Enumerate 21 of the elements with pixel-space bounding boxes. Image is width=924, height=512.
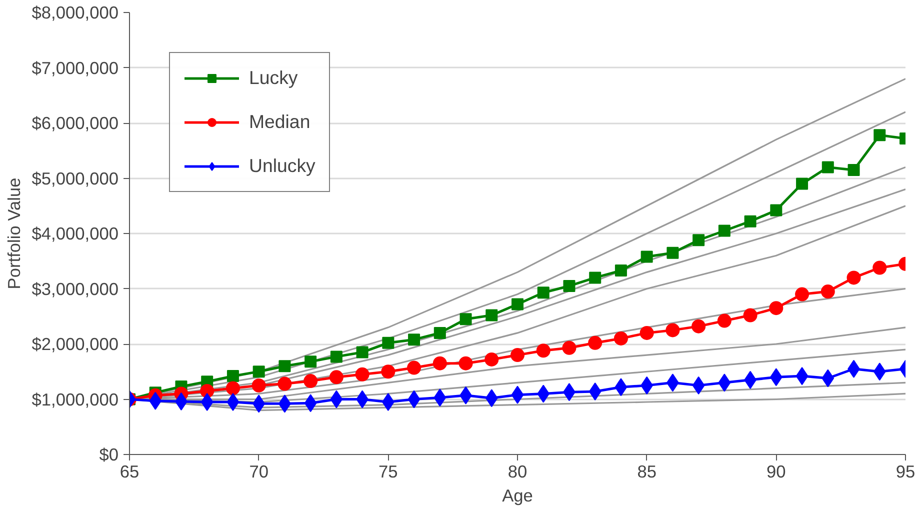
y-tick-label: $5,000,000 [32, 168, 119, 188]
x-tick-label: 80 [508, 462, 528, 482]
x-tick-label: 85 [637, 462, 656, 482]
x-tick-label: 95 [896, 462, 916, 482]
y-tick-label: $2,000,000 [32, 334, 119, 354]
y-tick-label: $7,000,000 [32, 58, 119, 78]
y-tick-label: $1,000,000 [32, 389, 119, 410]
x-axis-title: Age [502, 486, 533, 506]
legend-label: Unlucky [249, 155, 316, 177]
y-axis-title: Portfolio Value [4, 178, 24, 290]
y-tick-label: $0 [99, 444, 119, 464]
x-tick-label: 90 [766, 462, 786, 482]
x-tick-label: 65 [120, 462, 140, 482]
y-tick-label: $4,000,000 [32, 224, 119, 244]
y-tick-label: $8,000,000 [32, 2, 119, 22]
legend-label: Median [249, 111, 310, 133]
x-tick-label: 70 [249, 462, 268, 482]
y-tick-label: $6,000,000 [32, 113, 119, 133]
x-tick-label: 75 [378, 462, 398, 482]
y-tick-label: $3,000,000 [32, 278, 119, 299]
legend-label: Lucky [249, 67, 298, 89]
